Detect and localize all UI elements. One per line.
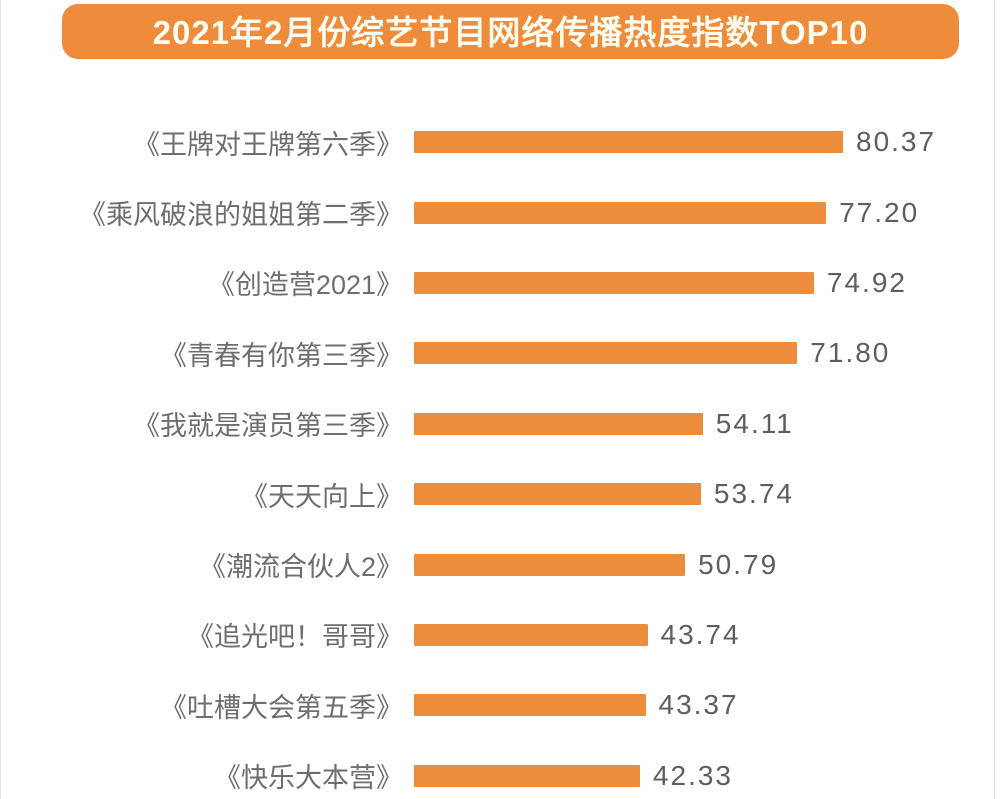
- chart-row: 《我就是演员第三季》 54.11: [0, 389, 1000, 459]
- bar: [414, 201, 827, 224]
- bar-wrap: 43.37: [414, 689, 739, 721]
- chart-row: 《创造营2021》 74.92: [0, 248, 1000, 318]
- bar-value-label: 74.92: [826, 266, 907, 298]
- bar-wrap: 43.74: [414, 619, 741, 651]
- bar-wrap: 50.79: [414, 549, 778, 581]
- bar-wrap: 42.33: [414, 760, 733, 792]
- bar: [414, 342, 798, 365]
- bar-wrap: 80.37: [414, 126, 936, 158]
- bar-wrap: 71.80: [414, 337, 890, 369]
- chart-row: 《快乐大本营》 42.33: [0, 741, 1000, 799]
- bar-value-label: 42.33: [652, 759, 733, 791]
- bar-category-label: 《追光吧！哥哥》: [187, 622, 403, 653]
- page-left-edge-line: [0, 0, 1, 799]
- bar: [414, 553, 686, 576]
- bar-category-label: 《我就是演员第三季》: [133, 411, 403, 442]
- bar-category-label: 《吐槽大会第五季》: [160, 692, 403, 723]
- bar: [414, 764, 640, 787]
- bar-category-label: 《王牌对王牌第六季》: [133, 129, 403, 160]
- bar-wrap: 54.11: [414, 408, 794, 440]
- bar-value-label: 43.37: [658, 689, 739, 721]
- bar: [414, 483, 701, 506]
- bar-wrap: 53.74: [414, 478, 794, 510]
- bar-value-label: 54.11: [715, 407, 794, 439]
- bar-category-label: 《青春有你第三季》: [160, 340, 403, 371]
- bar: [414, 623, 648, 646]
- bar: [414, 131, 843, 154]
- chart-row: 《追光吧！哥哥》 43.74: [0, 600, 1000, 670]
- bar-value-label: 77.20: [839, 196, 920, 228]
- bar-value-label: 71.80: [810, 337, 891, 369]
- chart-row: 《吐槽大会第五季》 43.37: [0, 670, 1000, 740]
- bar-category-label: 《天天向上》: [241, 481, 403, 512]
- page-right-edge-line: [994, 0, 995, 799]
- bar-wrap: 77.20: [414, 197, 919, 229]
- bar: [414, 694, 646, 717]
- chart-row: 《青春有你第三季》 71.80: [0, 318, 1000, 388]
- bar-wrap: 74.92: [414, 267, 907, 299]
- bar-value-label: 50.79: [698, 548, 779, 580]
- chart-title-banner: 2021年2月份综艺节目网络传播热度指数TOP10: [62, 4, 959, 59]
- bar: [414, 271, 814, 294]
- chart-row: 《王牌对王牌第六季》 80.37: [0, 107, 1000, 177]
- bar-value-label: 43.74: [660, 618, 741, 650]
- bar-chart: 《王牌对王牌第六季》 80.37 《乘风破浪的姐姐第二季》 77.20 《创造营…: [0, 107, 1000, 799]
- bar-category-label: 《乘风破浪的姐姐第二季》: [79, 200, 403, 231]
- bar-category-label: 《潮流合伙人2》: [198, 552, 403, 583]
- chart-row: 《潮流合伙人2》 50.79: [0, 529, 1000, 599]
- chart-row: 《天天向上》 53.74: [0, 459, 1000, 529]
- bar: [414, 412, 703, 435]
- bar-value-label: 53.74: [713, 478, 794, 510]
- bar-category-label: 《快乐大本营》: [214, 763, 403, 794]
- bar-value-label: 80.37: [856, 126, 937, 158]
- bar-category-label: 《创造营2021》: [207, 270, 403, 301]
- chart-row: 《乘风破浪的姐姐第二季》 77.20: [0, 177, 1000, 247]
- chart-title: 2021年2月份综艺节目网络传播热度指数TOP10: [152, 14, 869, 51]
